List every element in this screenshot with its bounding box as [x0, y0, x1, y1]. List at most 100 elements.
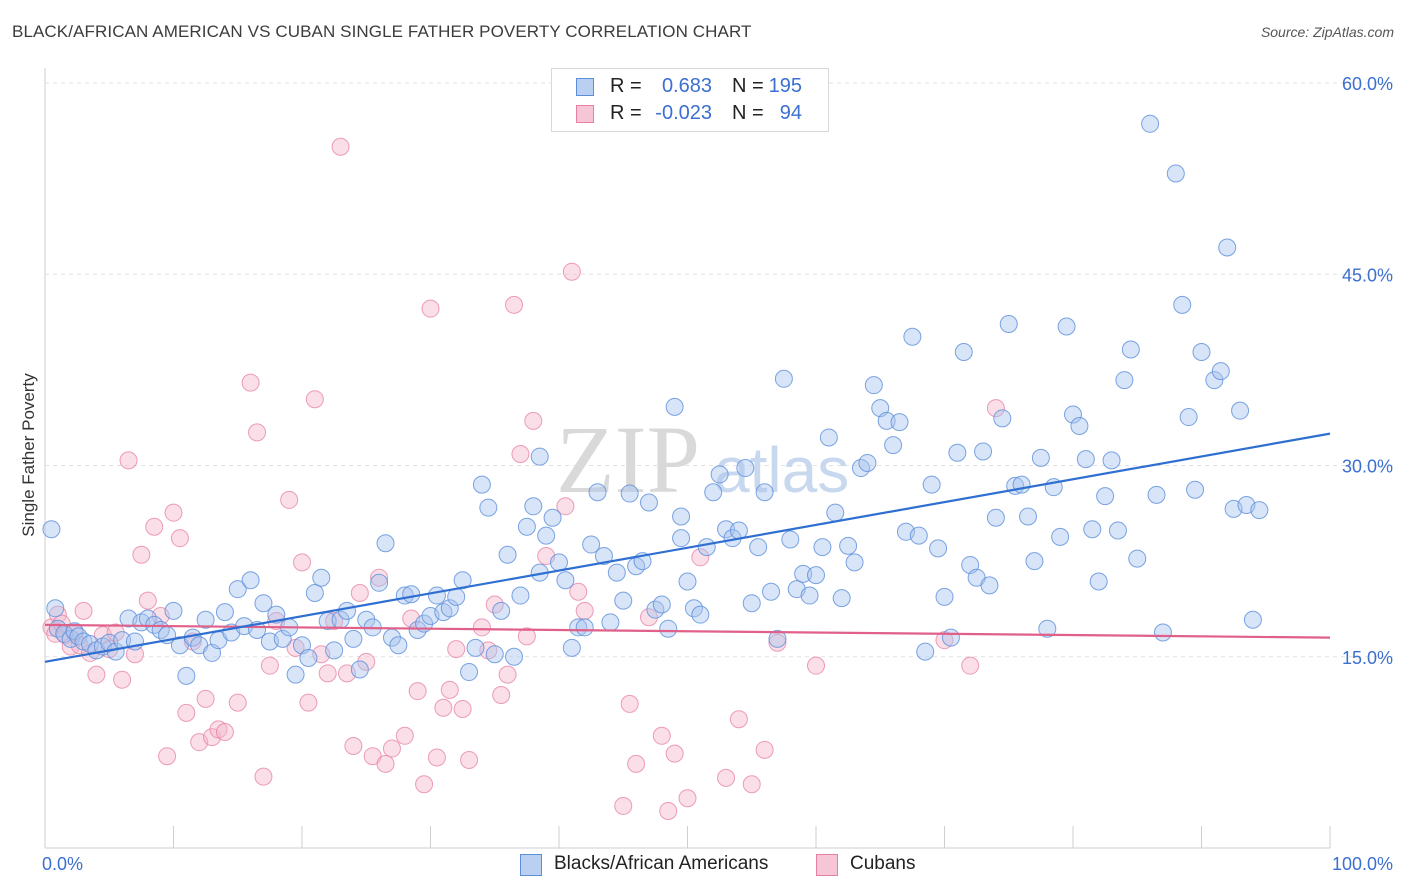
blacks-point [376, 534, 395, 553]
blacks-point [273, 629, 292, 648]
cubans-point [659, 802, 678, 821]
cubans-point [254, 767, 273, 786]
legend-r-label: R = [610, 75, 642, 97]
cubans-point [691, 548, 710, 567]
blacks-point [884, 436, 903, 455]
blacks-point [370, 573, 389, 592]
cubans-point [986, 399, 1005, 418]
cubans-point [408, 682, 427, 701]
cubans-point [434, 698, 453, 717]
blacks-point [46, 599, 65, 618]
blacks-point [575, 618, 594, 637]
blacks-point [440, 599, 459, 618]
blacks-point [864, 376, 883, 395]
blacks-point [922, 475, 941, 494]
blacks-point [1211, 362, 1230, 381]
blacks-point [1064, 405, 1082, 424]
blacks-point [749, 538, 768, 557]
cubans-point [305, 390, 324, 409]
legend-r-label: R = [610, 102, 642, 124]
y-tick-label: 30.0% [1342, 457, 1393, 477]
blacks-point [344, 629, 363, 648]
cubans-point [556, 497, 575, 516]
blacks-point [1070, 416, 1089, 435]
blacks-point [807, 566, 825, 585]
blacks-point [826, 503, 845, 522]
cubans-point [87, 665, 106, 684]
cubans-point [517, 627, 536, 646]
blacks-point [1121, 340, 1140, 359]
y-tick-label: 45.0% [1342, 265, 1393, 285]
blacks-point [337, 601, 356, 620]
blacks-point [177, 666, 196, 685]
cubans-point [453, 700, 472, 719]
cubans-point [350, 584, 369, 602]
blacks-point [1083, 520, 1102, 539]
cubans-point [472, 618, 491, 637]
blacks-point [1218, 238, 1237, 257]
blacks-point [305, 584, 324, 602]
cubans-point [421, 299, 440, 318]
blacks-point [839, 536, 858, 555]
blacks-point [877, 411, 896, 430]
blacks-point [505, 647, 524, 666]
cubans-point [717, 768, 736, 787]
cubans-point [74, 601, 93, 620]
blacks-point [832, 589, 851, 608]
blacks-point [42, 520, 61, 539]
y-tick-label: 15.0% [1342, 648, 1393, 668]
legend-swatch-pink [576, 105, 594, 123]
blacks-point [755, 483, 774, 502]
cubans-point [177, 703, 196, 722]
blacks-point [472, 475, 491, 494]
y-axis-title: Single Father Poverty [19, 373, 38, 537]
cubans-point [280, 490, 299, 509]
cubans-point [325, 612, 344, 631]
blacks-point [254, 594, 273, 613]
blacks-point [903, 327, 922, 346]
cubans-point [395, 726, 414, 745]
blacks-point [691, 605, 710, 624]
blacks-point [466, 638, 485, 657]
cubans-point [614, 796, 633, 815]
cubans-point [132, 545, 151, 564]
cubans-point [164, 503, 183, 522]
blacks-point [1025, 552, 1044, 571]
cubans-point [620, 694, 639, 713]
blacks-point [948, 443, 967, 462]
legend-n-value: 94 [779, 102, 802, 124]
bottom-legend-swatch-pink [816, 854, 838, 876]
blacks-point [742, 594, 761, 613]
cubans-point [524, 411, 543, 430]
blacks-point [389, 636, 408, 655]
legend-n-value: 195 [768, 75, 802, 97]
blacks-point [1186, 480, 1205, 499]
blacks-point [710, 465, 729, 484]
blacks-point [492, 601, 511, 620]
cubans-point [961, 656, 980, 675]
axes [44, 68, 1331, 849]
cubans-point [318, 664, 337, 683]
cubans-point [158, 747, 177, 766]
blacks-point [594, 547, 613, 566]
cubans-point [357, 652, 376, 671]
cubans-point [447, 640, 466, 659]
blacks-point [350, 660, 369, 679]
cubans-point [228, 693, 247, 712]
cubans-point [196, 689, 215, 708]
blacks-points [42, 114, 1269, 685]
blacks-point [620, 484, 639, 503]
blacks-point [537, 526, 556, 545]
blacks-point [196, 610, 215, 629]
blacks-point [1128, 549, 1147, 568]
blacks-point [1147, 485, 1166, 504]
blacks-point [1031, 448, 1050, 467]
blacks-point [974, 442, 993, 461]
cubans-point [575, 601, 594, 620]
blacks-point [1243, 610, 1262, 629]
cubans-point [755, 740, 774, 759]
blacks-point [717, 520, 736, 539]
blacks-point [164, 601, 183, 620]
blacks-point [556, 571, 575, 590]
